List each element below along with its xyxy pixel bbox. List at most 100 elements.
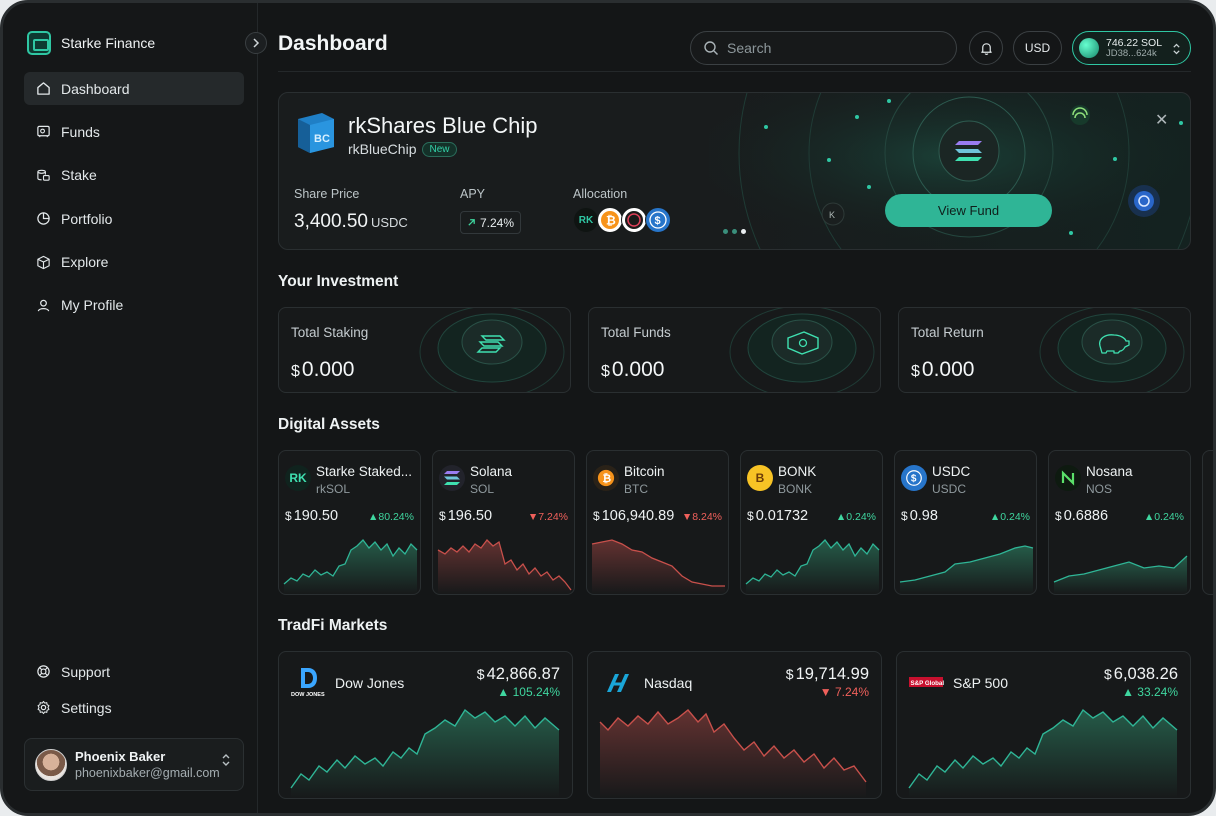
- currency-symbol: $: [601, 363, 610, 380]
- carousel-dot[interactable]: [732, 229, 737, 234]
- carousel-dot[interactable]: [723, 229, 728, 234]
- asset-card-solana[interactable]: Solana SOL $196.50 ▼7.24%: [432, 450, 575, 595]
- close-icon[interactable]: ✕: [1155, 112, 1169, 129]
- chevron-right-icon: [253, 38, 260, 48]
- sp-global-logo-text: S&P Global: [911, 680, 945, 687]
- fund-name: rkShares Blue Chip: [348, 113, 538, 138]
- asset-card-nosana[interactable]: Nosana NOS $0.6886 ▲0.24%: [1048, 450, 1191, 595]
- sidebar-item-label: Settings: [61, 699, 112, 716]
- asset-card-bonk[interactable]: B BONK BONK $0.01732 ▲0.24%: [740, 450, 883, 595]
- asset-price: $0.01732: [747, 508, 808, 524]
- sparkline-chart: [283, 539, 418, 594]
- asset-card-rksol[interactable]: RK Starke Staked... rkSOL $190.50 ▲80.24…: [278, 450, 421, 595]
- tradfi-card-sp500[interactable]: S&P Global S&P 500 $6,038.26 ▲ 33.24%: [896, 651, 1191, 799]
- asset-change: ▲80.24%: [367, 511, 414, 523]
- asset-change: ▼7.24%: [527, 511, 568, 523]
- value-number: 0.000: [611, 358, 665, 381]
- tradfi-card-nasdaq[interactable]: Nasdaq $19,714.99 ▼ 7.24%: [587, 651, 882, 799]
- sidebar-item-label: Funds: [61, 123, 100, 140]
- currency-symbol: $: [1103, 666, 1112, 682]
- explore-icon: [35, 254, 51, 270]
- usdc-icon: $: [901, 465, 927, 491]
- asset-name: BONK: [778, 464, 817, 479]
- sidebar-item-label: Stake: [61, 167, 97, 184]
- funds-icon: [35, 124, 51, 140]
- asset-card-bitcoin[interactable]: ₿ Bitcoin BTC $106,940.89 ▼8.24%: [586, 450, 729, 595]
- currency-symbol: $: [747, 509, 754, 523]
- change-number: 7.24%: [834, 685, 869, 699]
- user-email: phoenixbaker@gmail.com: [75, 766, 220, 780]
- asset-symbol: NOS: [1086, 482, 1113, 496]
- asset-symbol: USDC: [932, 482, 967, 496]
- currency-selector[interactable]: USD: [1013, 31, 1062, 65]
- brand[interactable]: Starke Finance: [27, 31, 155, 55]
- home-icon: [35, 81, 51, 97]
- asset-symbol: rkSOL: [316, 482, 351, 496]
- user-name: Phoenix Baker: [75, 749, 166, 764]
- apy-label: APY: [460, 187, 486, 201]
- market-name: Nasdaq: [644, 675, 693, 691]
- price-number: 0.01732: [755, 508, 809, 524]
- nosana-icon: [1055, 465, 1081, 491]
- sidebar-item-funds[interactable]: Funds: [24, 115, 244, 148]
- chevron-up-down-icon: [1172, 42, 1181, 57]
- carousel-dot-active[interactable]: [741, 229, 746, 234]
- avatar: [35, 748, 67, 781]
- solana-icon: [439, 465, 465, 491]
- currency-symbol: $: [291, 363, 300, 380]
- rksol-icon: RK: [285, 465, 311, 491]
- sidebar-item-my-profile[interactable]: My Profile: [24, 289, 244, 322]
- asset-card-next[interactable]: [1202, 450, 1213, 595]
- dow-jones-logo-text: DOW JONES: [291, 692, 325, 698]
- user-menu[interactable]: Phoenix Baker phoenixbaker@gmail.com: [24, 738, 244, 791]
- view-fund-button[interactable]: View Fund: [885, 194, 1052, 227]
- sparkline-chart: [1053, 555, 1188, 594]
- starke-logo-icon: [27, 31, 51, 55]
- currency-symbol: $: [476, 666, 485, 682]
- notifications-button[interactable]: [969, 31, 1003, 65]
- apy-value: 7.24%: [460, 211, 522, 234]
- sidebar-item-explore[interactable]: Explore: [24, 246, 244, 279]
- total-staking-label: Total Staking: [291, 325, 369, 340]
- sidebar-item-label: My Profile: [61, 297, 124, 314]
- carousel-dots[interactable]: [723, 229, 746, 234]
- market-change: ▼ 7.24%: [819, 685, 869, 699]
- sidebar: Starke Finance Dashboard Funds Stake: [3, 3, 258, 813]
- bell-icon: [980, 42, 992, 55]
- chevron-up-down-icon: [221, 753, 231, 769]
- value-number: 0.000: [921, 358, 975, 381]
- total-funds-card[interactable]: Total Funds $0.000: [588, 307, 881, 393]
- wallet-button[interactable]: 746.22 SOL JD38...624k: [1072, 31, 1191, 65]
- asset-price: $106,940.89: [593, 508, 674, 524]
- sidebar-item-settings[interactable]: Settings: [24, 691, 244, 724]
- profile-icon: [35, 297, 51, 313]
- sparkline-chart: [290, 708, 560, 798]
- total-staking-card[interactable]: Total Staking $0.000: [278, 307, 571, 393]
- change-number: 7.24%: [538, 511, 568, 523]
- price-number: 106,940.89: [601, 508, 675, 524]
- sidebar-item-dashboard[interactable]: Dashboard: [24, 72, 244, 105]
- sidebar-item-label: Dashboard: [61, 80, 130, 97]
- currency-symbol: $: [911, 363, 920, 380]
- usdc-coin-icon: $: [645, 207, 671, 233]
- asset-name: USDC: [932, 464, 971, 479]
- asset-price: $0.98: [901, 508, 938, 524]
- sidebar-collapse-button[interactable]: [245, 32, 267, 54]
- total-return-card[interactable]: Total Return $0.000: [898, 307, 1191, 393]
- sidebar-item-support[interactable]: Support: [24, 655, 244, 688]
- wallet-balance: 746.22 SOL: [1106, 36, 1163, 49]
- sidebar-item-stake[interactable]: Stake: [24, 159, 244, 192]
- asset-card-usdc[interactable]: $ USDC USDC $0.98 ▲0.24%: [894, 450, 1037, 595]
- currency-symbol: $: [285, 509, 292, 523]
- asset-name: Bitcoin: [624, 464, 665, 479]
- wallet-address: JD38...624k: [1106, 47, 1157, 59]
- search-input[interactable]: Search: [690, 31, 957, 65]
- market-name: S&P 500: [953, 675, 1009, 691]
- stake-icon: [419, 308, 565, 392]
- total-staking-value: $0.000: [291, 358, 354, 382]
- market-price: $42,866.87: [477, 665, 560, 684]
- asset-change: ▲0.24%: [1143, 511, 1184, 523]
- tradfi-card-dow-jones[interactable]: DOW JONES Dow Jones $42,866.87 ▲ 105.24%: [278, 651, 573, 799]
- sidebar-item-portfolio[interactable]: Portfolio: [24, 202, 244, 235]
- dow-jones-logo-icon: DOW JONES: [291, 666, 327, 698]
